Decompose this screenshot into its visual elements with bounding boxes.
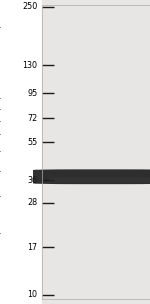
FancyBboxPatch shape bbox=[33, 169, 150, 184]
Text: 250: 250 bbox=[22, 2, 38, 11]
FancyBboxPatch shape bbox=[49, 177, 150, 183]
Bar bbox=[42, 0, 150, 304]
Text: 130: 130 bbox=[22, 61, 38, 70]
Text: 17: 17 bbox=[27, 243, 38, 252]
Text: 36: 36 bbox=[27, 176, 38, 185]
Text: 28: 28 bbox=[27, 198, 38, 207]
Text: 72: 72 bbox=[27, 114, 38, 123]
Text: 55: 55 bbox=[27, 138, 38, 147]
Text: 95: 95 bbox=[27, 89, 38, 98]
Text: 10: 10 bbox=[27, 290, 38, 299]
Bar bbox=[42, 5, 150, 299]
